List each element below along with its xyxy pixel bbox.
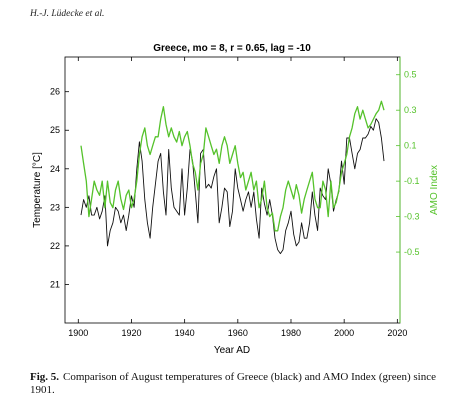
y-axis-right: -0.5 -0.3 -0.1 0.1 0.3 0.5: [396, 57, 420, 323]
y-tick-label: 22: [50, 241, 60, 251]
y2-tick-label: -0.1: [404, 176, 420, 186]
y2-axis-label: AMO Index: [429, 165, 440, 215]
y-tick-label: 25: [50, 125, 60, 135]
y-tick-label: 24: [50, 164, 60, 174]
y2-tick-label: -0.3: [404, 212, 420, 222]
y2-tick-label: -0.5: [404, 247, 420, 257]
y-tick-label: 21: [50, 279, 60, 289]
amo-series-line: [80, 100, 385, 232]
y-axis-left: 21 22 23 24 25 26: [50, 87, 69, 289]
series-group: [80, 100, 385, 255]
y2-tick-label: 0.3: [404, 105, 417, 115]
x-axis: 1900 1920 1940 1960 1980 2000 2020: [68, 57, 407, 338]
plot-background: [65, 57, 400, 323]
x-tick-label: 1960: [228, 328, 248, 338]
running-head: H.-J. Lüdecke et al.: [30, 9, 105, 19]
figure-caption: Fig. 5. Comparison of August temperatures…: [30, 371, 440, 397]
figure-caption-text: Comparison of August temperatures of Gre…: [30, 371, 436, 396]
chart-title: Greece, mo = 8, r = 0.65, lag = -10: [153, 43, 311, 54]
figure-label: Fig. 5.: [30, 371, 60, 383]
x-tick-label: 2000: [334, 328, 354, 338]
y2-tick-label: 0.1: [404, 141, 417, 151]
y-axis-label: Temperature [°C]: [32, 152, 43, 228]
x-tick-label: 1900: [68, 328, 88, 338]
chart: 1900 1920 1940 1960 1980 2000 2020 21222324252…: [32, 43, 440, 356]
x-axis-label: Year AD: [214, 345, 250, 356]
x-tick-label: 1940: [175, 328, 195, 338]
y2-tick-label: 0.5: [404, 70, 417, 80]
x-tick-label: 2020: [387, 328, 407, 338]
y-tick-label: 26: [50, 87, 60, 97]
y-tick-label: 23: [50, 202, 60, 212]
x-tick-label: 1920: [121, 328, 141, 338]
x-tick-label: 1980: [281, 328, 301, 338]
temperature-series-line: [80, 118, 385, 255]
